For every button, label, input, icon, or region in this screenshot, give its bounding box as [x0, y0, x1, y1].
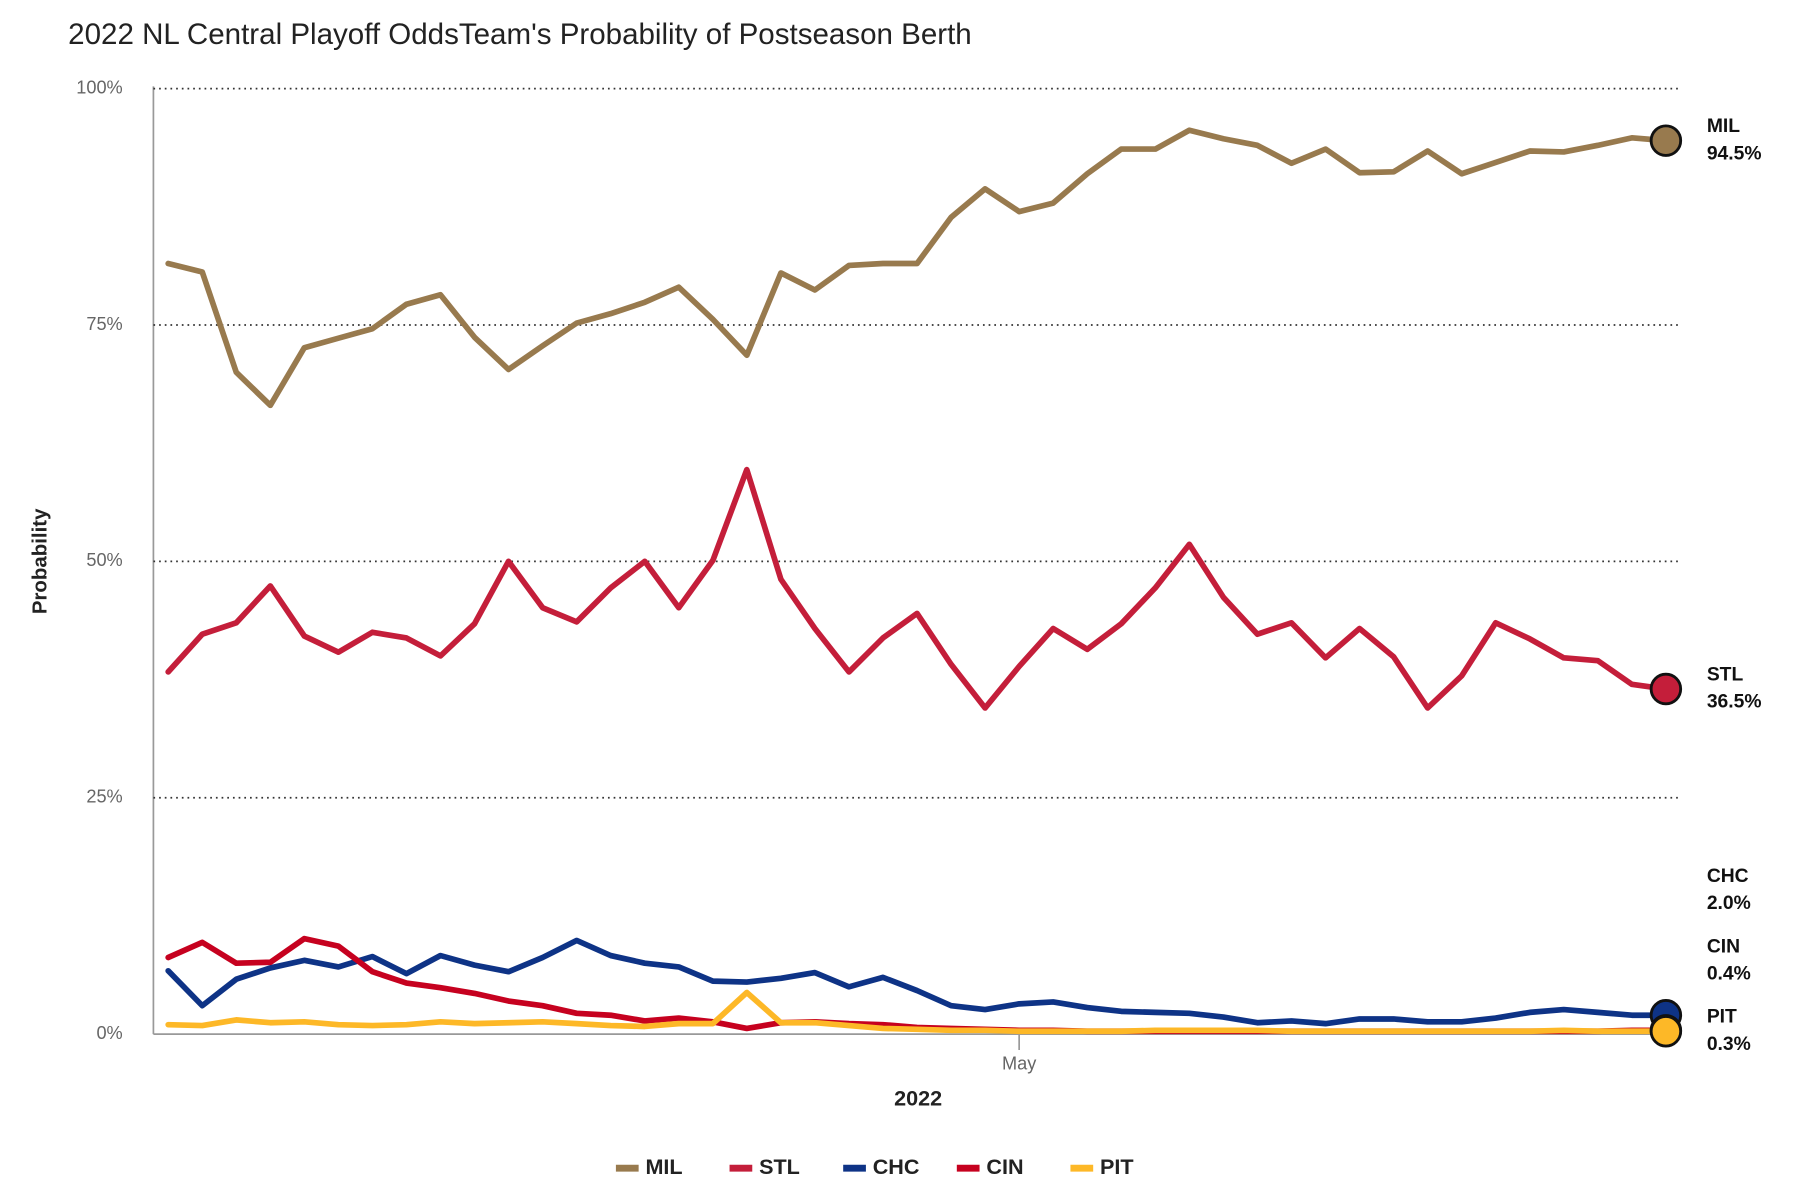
series-line: [165, 989, 1669, 1035]
legend-label: PIT: [1100, 1154, 1134, 1179]
y-tick-label: 0%: [96, 1023, 122, 1043]
end-label-name: STL: [1707, 664, 1744, 685]
y-axis-title: Probability: [28, 508, 51, 614]
y-tick-label: 100%: [76, 77, 122, 97]
series-line: [165, 937, 1669, 1027]
end-label-value: 2.0%: [1707, 893, 1751, 914]
legend-label: MIL: [645, 1154, 682, 1179]
chart-title: 2022 NL Central Playoff OddsTeam's Proba…: [68, 18, 972, 51]
legend-label: CHC: [873, 1154, 920, 1179]
end-label-value: 0.4%: [1707, 964, 1751, 985]
end-marker: [1649, 1015, 1683, 1048]
series-line: [165, 127, 1669, 409]
end-label-value: 0.3%: [1707, 1034, 1751, 1055]
end-label-name: PIT: [1707, 1007, 1737, 1028]
end-marker: [1649, 672, 1683, 706]
y-tick-label: 50%: [86, 550, 122, 570]
end-marker: [1649, 124, 1683, 157]
end-label-name: CIN: [1707, 936, 1740, 957]
legend-label: STL: [759, 1154, 800, 1179]
end-label-name: MIL: [1707, 116, 1740, 137]
end-label-value: 94.5%: [1707, 143, 1762, 164]
y-tick-label: 75%: [86, 314, 122, 334]
end-label-value: 36.5%: [1707, 692, 1762, 713]
y-tick-label: 25%: [86, 787, 122, 807]
x-tick-label: May: [1002, 1054, 1037, 1074]
x-axis-title: 2022: [894, 1086, 942, 1111]
end-label-name: CHC: [1707, 866, 1749, 887]
legend-label: CIN: [986, 1154, 1023, 1179]
series-line: [165, 466, 1669, 711]
series-line: [165, 935, 1669, 1035]
